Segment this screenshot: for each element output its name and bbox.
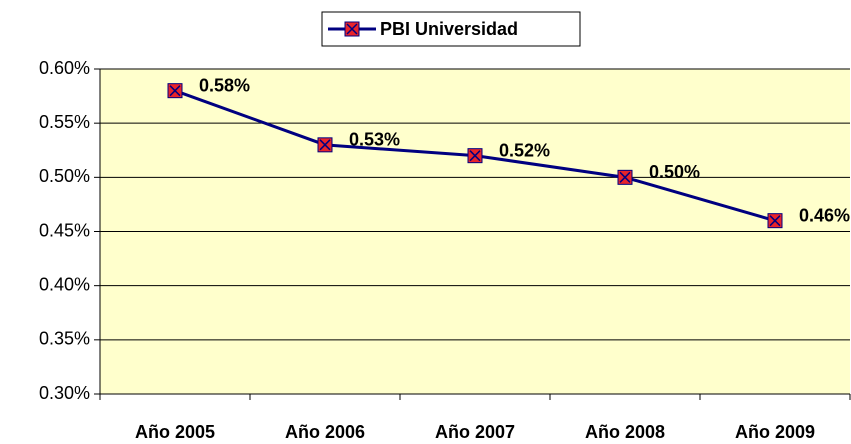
y-tick-label: 0.40% — [39, 274, 90, 294]
data-label: 0.52% — [499, 140, 550, 160]
y-tick-label: 0.35% — [39, 329, 90, 349]
x-tick-label: Año 2006 — [285, 422, 365, 442]
y-tick-label: 0.55% — [39, 112, 90, 132]
marker — [617, 169, 633, 185]
data-label: 0.58% — [199, 75, 250, 95]
x-tick-label: Año 2008 — [585, 422, 665, 442]
y-tick-label: 0.50% — [39, 166, 90, 186]
x-tick-label: Año 2005 — [135, 422, 215, 442]
data-label: 0.46% — [799, 205, 850, 225]
marker — [344, 21, 360, 37]
marker — [167, 83, 183, 99]
y-tick-label: 0.45% — [39, 220, 90, 240]
data-label: 0.53% — [349, 130, 400, 150]
data-label: 0.50% — [649, 162, 700, 182]
x-tick-label: Año 2007 — [435, 422, 515, 442]
marker — [467, 148, 483, 164]
legend-label: PBI Universidad — [380, 19, 518, 39]
marker — [317, 137, 333, 153]
y-tick-label: 0.60% — [39, 58, 90, 78]
marker — [767, 213, 783, 229]
y-tick-label: 0.30% — [39, 383, 90, 403]
x-tick-label: Año 2009 — [735, 422, 815, 442]
